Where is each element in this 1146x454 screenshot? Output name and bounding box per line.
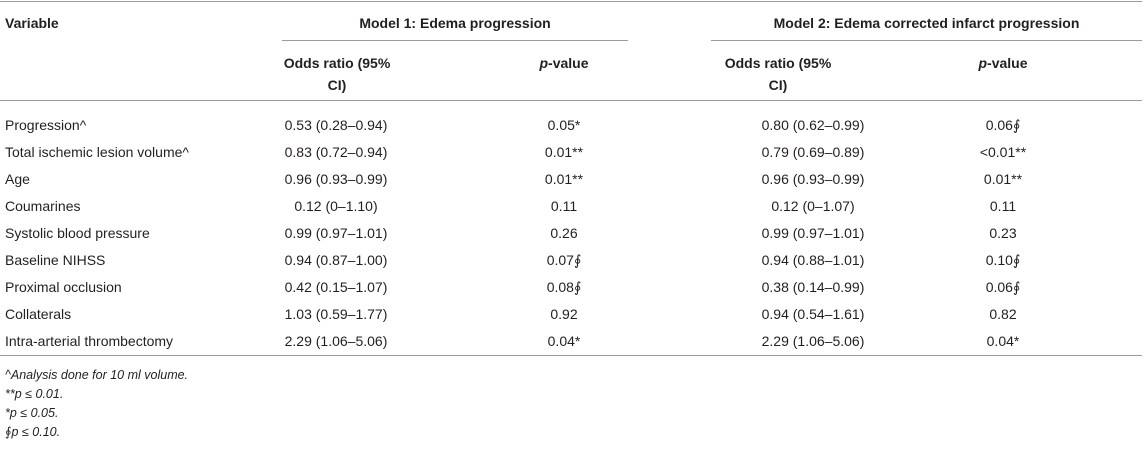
footnote: *p ≤ 0.05.: [5, 406, 59, 420]
row-model-2-p-value: 0.11: [989, 198, 1017, 214]
row-variable: Progression^: [5, 117, 87, 133]
row-model-2-p-value: 0.23: [989, 225, 1017, 241]
row-model-2-p-value: 0.10∮: [985, 252, 1021, 268]
row-model-2-odds-ratio: 0.12 (0–1.07): [771, 198, 855, 214]
row-model-2-p-value: 0.01**: [983, 171, 1023, 187]
row-model-1-odds-ratio: 1.03 (0.59–1.77): [284, 306, 388, 322]
table-bottom-rule: [0, 355, 1142, 356]
row-model-1-p-value: 0.08∮: [546, 279, 582, 295]
table-row: Systolic blood pressure 0.99 (0.97–1.01)…: [0, 220, 1142, 247]
row-model-1-odds-ratio: 0.12 (0–1.10): [294, 198, 378, 214]
row-model-1-p-value: 0.26: [550, 225, 578, 241]
table-row: Progression^ 0.53 (0.28–0.94) 0.05* 0.80…: [0, 112, 1142, 139]
table-row: Collaterals 1.03 (0.59–1.77) 0.92 0.94 (…: [0, 301, 1142, 328]
row-variable: Age: [5, 171, 30, 187]
row-model-2-odds-ratio: 0.99 (0.97–1.01): [761, 225, 865, 241]
header-model-1-odds-ratio: Odds ratio (95% CI): [270, 52, 404, 96]
p-value-suffix: -value: [548, 55, 589, 71]
row-variable: Intra-arterial thrombectomy: [5, 333, 174, 349]
header-model-2: Model 2: Edema corrected infarct progres…: [773, 15, 1080, 31]
footnote: ∮p ≤ 0.10.: [5, 425, 61, 439]
table-row: Age 0.96 (0.93–0.99) 0.01** 0.96 (0.93–0…: [0, 166, 1142, 193]
model-2-group-rule: [711, 40, 1142, 41]
table-row: Proximal occlusion 0.42 (0.15–1.07) 0.08…: [0, 274, 1142, 301]
row-model-1-odds-ratio: 0.83 (0.72–0.94): [284, 144, 388, 160]
row-model-2-p-value: 0.82: [989, 306, 1017, 322]
row-model-1-p-value: 0.05*: [547, 117, 581, 133]
footnote: **p ≤ 0.01.: [5, 387, 64, 401]
table-footnotes: ^Analysis done for 10 ml volume. **p ≤ 0…: [5, 366, 188, 442]
p-italic: p: [978, 55, 988, 71]
table-row: Total ischemic lesion volume^ 0.83 (0.72…: [0, 139, 1142, 166]
row-model-2-odds-ratio: 0.94 (0.88–1.01): [761, 252, 865, 268]
row-model-1-odds-ratio: 2.29 (1.06–5.06): [284, 333, 388, 349]
table-row: Coumarines 0.12 (0–1.10) 0.11 0.12 (0–1.…: [0, 193, 1142, 220]
row-model-1-odds-ratio: 0.42 (0.15–1.07): [284, 279, 388, 295]
header-model-1-p-value: p-value: [504, 52, 624, 74]
header-model-2-odds-ratio: Odds ratio (95% CI): [711, 52, 845, 96]
footnote: ^Analysis done for 10 ml volume.: [5, 368, 189, 382]
row-model-1-p-value: 0.01**: [544, 171, 584, 187]
row-model-2-odds-ratio: 0.94 (0.54–1.61): [761, 306, 865, 322]
model-1-group-rule: [282, 40, 628, 41]
row-model-2-p-value: <0.01**: [979, 144, 1027, 160]
row-variable: Systolic blood pressure: [5, 225, 150, 241]
row-variable: Coumarines: [5, 198, 81, 214]
row-model-2-odds-ratio: 0.79 (0.69–0.89): [761, 144, 865, 160]
p-italic: p: [539, 55, 549, 71]
row-model-1-p-value: 0.92: [550, 306, 578, 322]
row-model-1-p-value: 0.04*: [547, 333, 581, 349]
odds-ratio-label-line-2: CI): [768, 77, 788, 93]
odds-ratio-label-line-2: CI): [327, 77, 347, 93]
row-model-2-p-value: 0.06∮: [985, 279, 1021, 295]
row-model-2-odds-ratio: 0.38 (0.14–0.99): [761, 279, 865, 295]
header-variable: Variable: [5, 15, 59, 31]
odds-ratio-label-line-1: Odds ratio (95%: [724, 55, 832, 71]
p-value-suffix: -value: [987, 55, 1028, 71]
row-variable: Collaterals: [5, 306, 72, 322]
row-model-1-odds-ratio: 0.96 (0.93–0.99): [284, 171, 388, 187]
table-top-rule: [0, 1, 1142, 2]
row-model-2-odds-ratio: 0.96 (0.93–0.99): [761, 171, 865, 187]
row-model-1-p-value: 0.11: [550, 198, 578, 214]
odds-ratio-label-line-1: Odds ratio (95%: [283, 55, 391, 71]
row-model-1-odds-ratio: 0.53 (0.28–0.94): [284, 117, 388, 133]
header-model-1: Model 1: Edema progression: [359, 15, 551, 31]
row-model-2-odds-ratio: 2.29 (1.06–5.06): [761, 333, 865, 349]
row-variable: Proximal occlusion: [5, 279, 122, 295]
row-model-2-odds-ratio: 0.80 (0.62–0.99): [761, 117, 865, 133]
row-model-2-p-value: 0.04*: [986, 333, 1020, 349]
row-model-1-odds-ratio: 0.99 (0.97–1.01): [284, 225, 388, 241]
row-model-1-p-value: 0.07∮: [546, 252, 582, 268]
row-model-1-p-value: 0.01**: [544, 144, 584, 160]
row-model-1-odds-ratio: 0.94 (0.87–1.00): [284, 252, 388, 268]
header-model-2-p-value: p-value: [943, 52, 1063, 74]
row-model-2-p-value: 0.06∮: [985, 117, 1021, 133]
header-bottom-rule: [0, 100, 1142, 101]
row-variable: Baseline NIHSS: [5, 252, 106, 268]
table-row: Baseline NIHSS 0.94 (0.87–1.00) 0.07∮ 0.…: [0, 247, 1142, 274]
table-row: Intra-arterial thrombectomy 2.29 (1.06–5…: [0, 328, 1142, 355]
row-variable: Total ischemic lesion volume^: [5, 144, 189, 160]
